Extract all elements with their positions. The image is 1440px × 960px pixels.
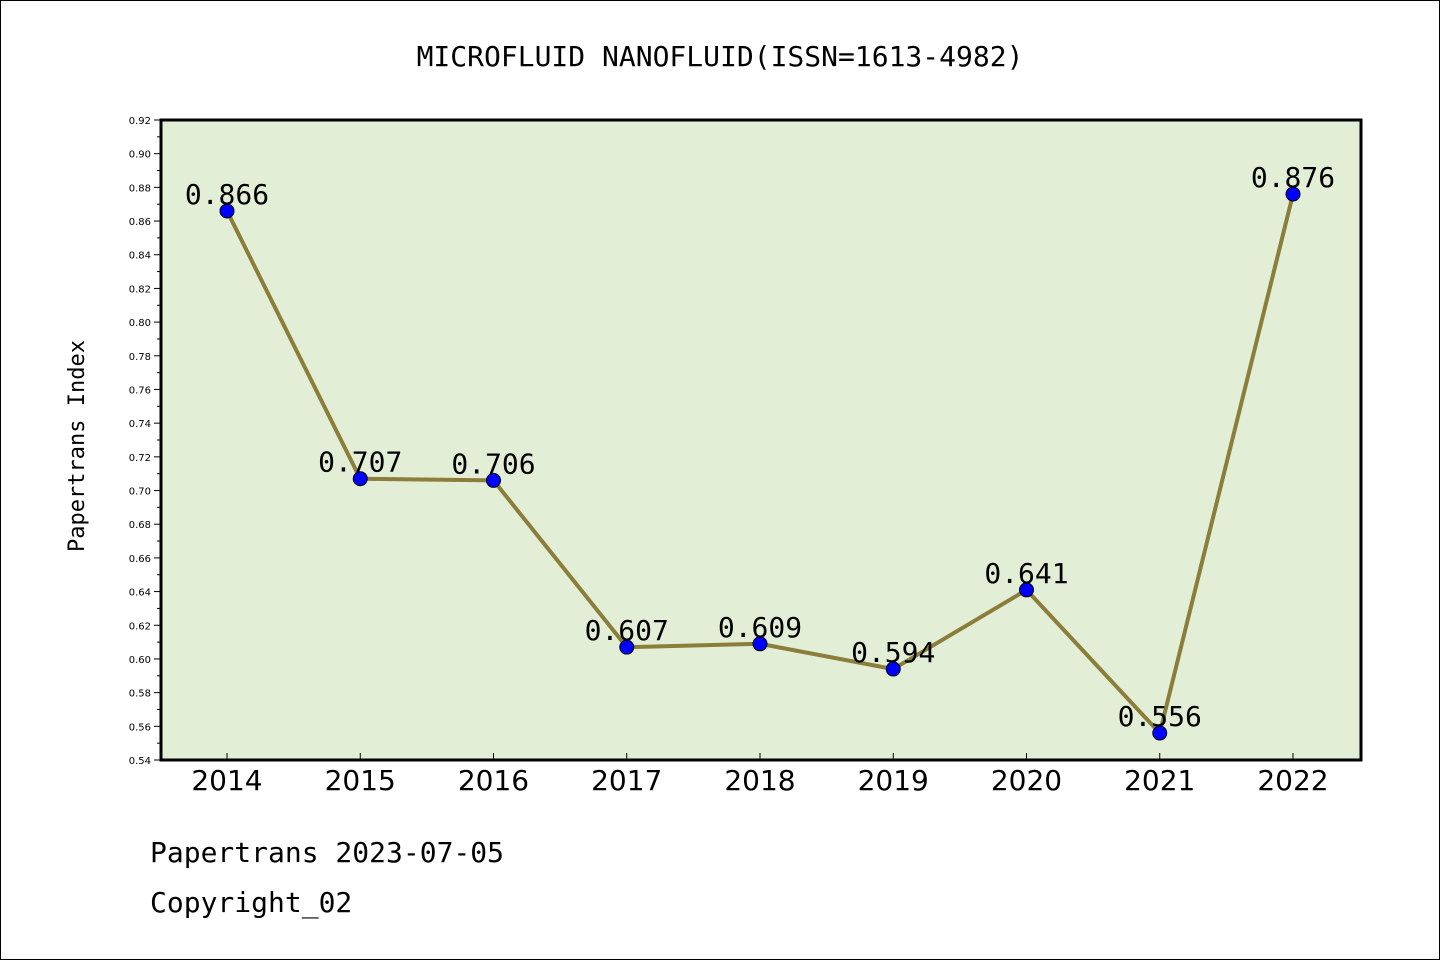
y-tick-label: 0.68	[129, 520, 151, 531]
y-tick-label: 0.76	[129, 385, 151, 396]
data-label: 0.876	[1251, 161, 1335, 194]
data-label: 0.641	[984, 557, 1068, 590]
data-point	[885, 661, 901, 677]
y-tick-label: 0.80	[129, 318, 151, 329]
data-point	[486, 472, 501, 488]
data-point	[619, 639, 635, 655]
x-tick-label: 2021	[1124, 764, 1195, 797]
data-label: 0.594	[851, 636, 935, 669]
y-tick-label: 0.92	[129, 116, 151, 127]
y-tick-label: 0.60	[129, 655, 151, 666]
plot-area	[161, 120, 1361, 760]
x-tick-label: 2019	[858, 764, 929, 797]
data-point	[352, 471, 368, 487]
data-label: 0.609	[718, 611, 802, 644]
data-point	[1285, 186, 1301, 202]
y-tick-label: 0.56	[129, 722, 151, 733]
data-markers	[219, 186, 1301, 741]
data-point	[1019, 582, 1034, 598]
footer-date-line: Papertrans 2023-07-05	[150, 836, 505, 869]
x-tick-label: 2022	[1257, 764, 1328, 797]
x-tick-label: 2016	[458, 764, 529, 797]
y-axis-ticks: 0.54 0.56 0.58 0.60 0.62 0.64 0.66 0.68 0.70 0.72…	[129, 116, 161, 767]
y-tick-label: 0.72	[129, 453, 151, 464]
y-axis-label: Papertrans Index	[65, 340, 90, 552]
y-tick-label: 0.90	[129, 150, 151, 161]
x-tick-label: 2018	[724, 764, 795, 797]
plot-border	[159, 118, 1363, 762]
data-point	[752, 636, 768, 652]
y-tick-label: 0.78	[129, 352, 151, 363]
y-tick-label: 0.82	[129, 284, 151, 295]
y-tick-label: 0.86	[129, 217, 151, 228]
x-axis-ticks: 2014 2015 2016 2017 2018 2019 2020 2021 2022	[191, 753, 1329, 797]
data-point	[1152, 725, 1168, 741]
y-tick-label: 0.70	[129, 487, 151, 498]
chart-title: MICROFLUID NANOFLUID(ISSN=1613-4982)	[417, 40, 1024, 73]
data-label: 0.556	[1118, 700, 1202, 733]
y-tick-label: 0.62	[129, 621, 151, 632]
data-label: 0.706	[451, 447, 535, 480]
data-labels: 0.866 0.707 0.706 0.607 0.609 0.594 0.641 0.556…	[185, 161, 1335, 733]
x-tick-label: 2020	[991, 764, 1062, 797]
y-tick-label: 0.64	[129, 588, 151, 599]
data-label: 0.707	[318, 446, 402, 479]
y-tick-label: 0.88	[129, 183, 151, 194]
x-tick-label: 2014	[191, 764, 262, 797]
data-label: 0.866	[185, 178, 269, 211]
footer-copyright-line: Copyright_02	[150, 886, 353, 919]
x-tick-label: 2017	[591, 764, 662, 797]
x-tick-label: 2015	[325, 764, 396, 797]
y-tick-label: 0.84	[129, 251, 151, 262]
data-point	[219, 203, 235, 219]
y-tick-label: 0.74	[129, 419, 151, 430]
data-label: 0.607	[585, 614, 669, 647]
y-tick-label: 0.66	[129, 554, 151, 565]
y-tick-label: 0.54	[129, 756, 151, 767]
y-tick-label: 0.58	[129, 689, 151, 700]
